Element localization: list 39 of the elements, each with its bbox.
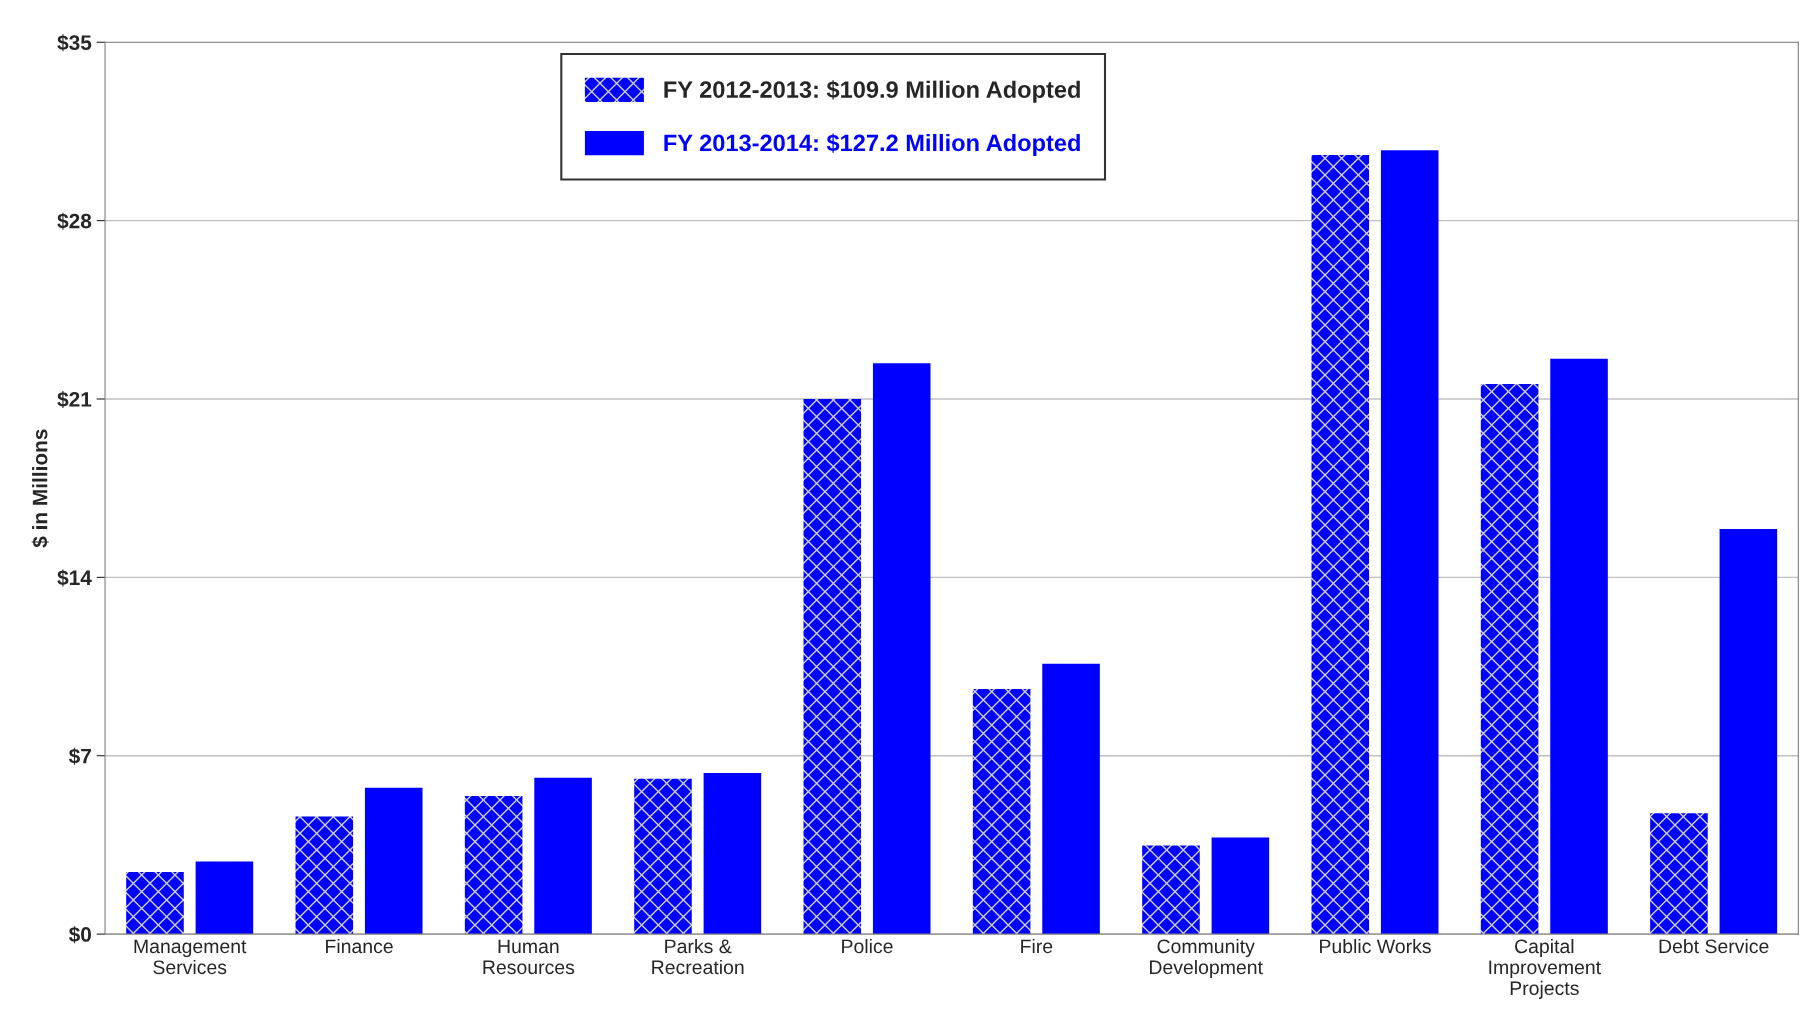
x-tick-label: Public Works — [1320, 938, 1431, 954]
bar — [126, 871, 184, 935]
bar — [972, 688, 1031, 935]
x-tick-label: Fire — [1021, 938, 1053, 954]
bar — [1650, 813, 1708, 935]
bar — [1142, 845, 1200, 935]
bar — [803, 399, 862, 935]
bar — [534, 777, 592, 935]
x-tick-label: Debt Service — [1659, 938, 1769, 954]
y-tick-label: $21 — [57, 391, 92, 409]
bar — [464, 795, 523, 935]
bar — [364, 787, 423, 935]
bar — [1311, 154, 1370, 935]
bar — [1480, 383, 1539, 935]
x-tick-label: Management Services — [134, 939, 247, 975]
bar — [1042, 663, 1100, 935]
y-tick-label: $28 — [57, 212, 92, 230]
x-tick-label: Community Development — [1149, 938, 1263, 979]
bar — [703, 773, 762, 935]
bar — [1380, 150, 1439, 935]
legend-label: FY 2013-2014: $127.2 Million Adopted — [664, 133, 1080, 156]
legend-label: FY 2012-2013: $109.9 Million Adopted — [664, 80, 1080, 103]
x-tick-label: Police — [842, 938, 893, 954]
y-tick-label: $35 — [57, 34, 92, 52]
y-tick-label: $14 — [57, 569, 92, 587]
y-axis-title: $ in Millions — [31, 429, 49, 548]
y-tick-label: $0 — [68, 926, 91, 944]
bar — [1211, 837, 1270, 935]
x-tick-label: Parks & Recreation — [652, 938, 744, 975]
x-tick-label: Capital Improvement Projects — [1489, 938, 1601, 999]
bar — [295, 816, 354, 935]
x-tick-label: Human Resources — [483, 939, 575, 975]
bar — [1550, 358, 1608, 935]
bar — [634, 778, 692, 935]
bar — [1719, 528, 1778, 935]
bar — [872, 363, 931, 935]
bar — [195, 861, 254, 935]
x-tick-label: Finance — [326, 938, 393, 954]
y-tick-label: $7 — [68, 747, 91, 765]
